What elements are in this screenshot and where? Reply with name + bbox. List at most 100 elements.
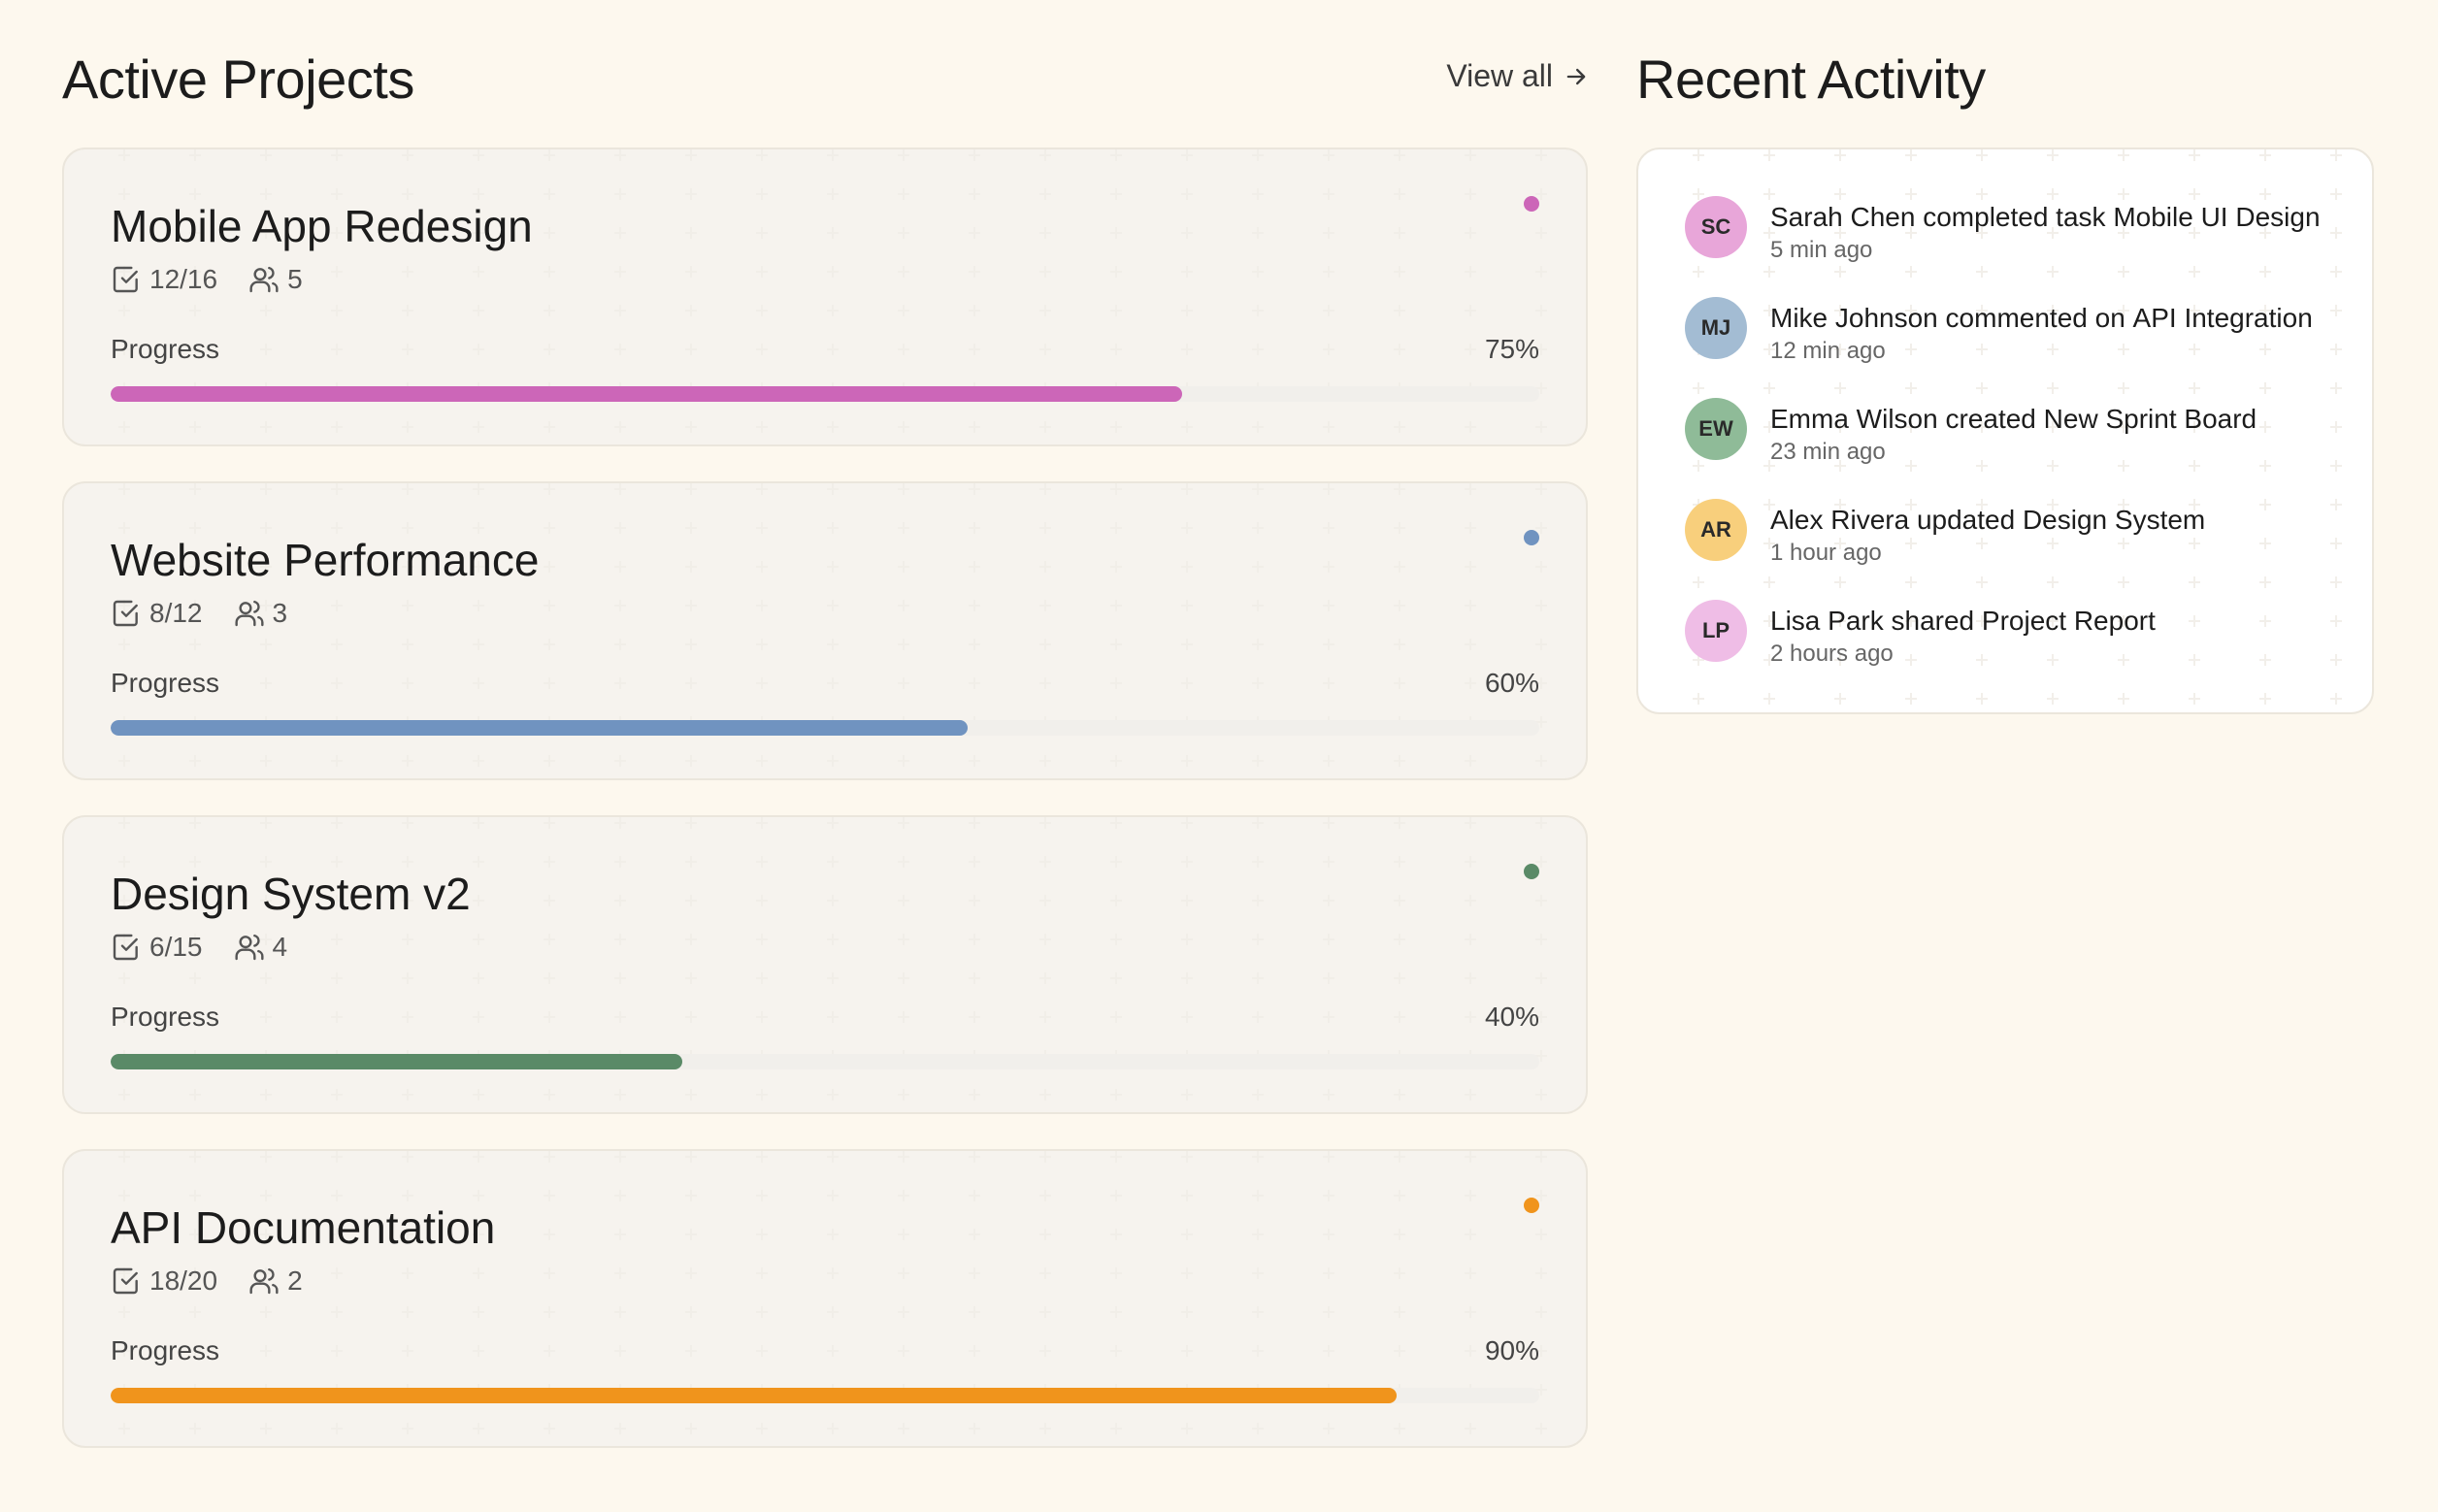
activity-action: created bbox=[1945, 404, 2036, 434]
activity-item[interactable]: MJ Mike Johnson commented on API Integra… bbox=[1685, 297, 2313, 367]
avatar: MJ bbox=[1685, 297, 1747, 359]
progress-label: Progress bbox=[111, 334, 220, 364]
activity-text: Lisa Park shared Project Report 2 hours … bbox=[1770, 600, 2156, 670]
projects-title: Active Projects bbox=[62, 49, 414, 110]
member-count: 2 bbox=[248, 1265, 303, 1297]
activity-actor: Lisa Park bbox=[1770, 606, 1884, 636]
member-count: 5 bbox=[248, 264, 303, 295]
activity-target: New Sprint Board bbox=[2043, 404, 2257, 434]
activity-actor: Alex Rivera bbox=[1770, 505, 1910, 535]
activity-text: Mike Johnson commented on API Integratio… bbox=[1770, 297, 2313, 367]
projects-header: Active Projects View all bbox=[62, 45, 1590, 115]
project-name: Design System v2 bbox=[111, 869, 471, 919]
member-count-value: 5 bbox=[287, 264, 303, 294]
activity-text: Sarah Chen completed task Mobile UI Desi… bbox=[1770, 196, 2321, 266]
activity-item[interactable]: SC Sarah Chen completed task Mobile UI D… bbox=[1685, 196, 2321, 266]
activity-target: API Integration bbox=[2132, 303, 2313, 333]
progress-track bbox=[111, 386, 1539, 402]
activity-line: Sarah Chen completed task Mobile UI Desi… bbox=[1770, 200, 2321, 235]
progress-percent: 75% bbox=[1484, 334, 1539, 364]
checkbox-icon bbox=[113, 266, 138, 293]
activity-line: Alex Rivera updated Design System bbox=[1770, 503, 2205, 538]
project-meta: 12/16 5 bbox=[111, 264, 303, 295]
activity-text: Emma Wilson created New Sprint Board 23 … bbox=[1770, 398, 2257, 468]
activity-item[interactable]: AR Alex Rivera updated Design System 1 h… bbox=[1685, 499, 2205, 569]
status-dot bbox=[1524, 1198, 1539, 1213]
project-name: Mobile App Redesign bbox=[111, 201, 533, 251]
member-count-value: 4 bbox=[272, 932, 288, 962]
checkbox-icon bbox=[113, 1267, 138, 1295]
activity-time: 23 min ago bbox=[1770, 439, 1886, 465]
project-meta: 6/15 4 bbox=[111, 932, 287, 963]
progress-label: Progress bbox=[111, 1335, 220, 1365]
activity-action: updated bbox=[1916, 505, 2016, 535]
activity-target: Mobile UI Design bbox=[2113, 202, 2321, 232]
arrow-right-icon bbox=[1566, 68, 1586, 84]
avatar-initials: MJ bbox=[1700, 315, 1731, 340]
task-count-value: 18/20 bbox=[149, 1265, 218, 1296]
activity-target: Design System bbox=[2022, 505, 2206, 535]
progress-track bbox=[111, 1388, 1539, 1403]
task-count-value: 12/16 bbox=[149, 264, 218, 294]
activity-text: Alex Rivera updated Design System 1 hour… bbox=[1770, 499, 2205, 569]
users-icon bbox=[234, 600, 264, 627]
member-count: 4 bbox=[234, 932, 288, 963]
activity-action: shared bbox=[1891, 606, 1975, 636]
progress-track bbox=[111, 720, 1539, 736]
avatar-initials: SC bbox=[1700, 214, 1731, 239]
avatar-initials: LP bbox=[1701, 618, 1730, 642]
activity-actor: Emma Wilson bbox=[1770, 404, 1938, 434]
member-count: 3 bbox=[234, 598, 288, 629]
activity-action: completed task bbox=[1923, 202, 2106, 232]
avatar-initials: EW bbox=[1698, 416, 1733, 441]
project-card[interactable]: Website Performance 8/12 3 Progress 60% bbox=[62, 481, 1588, 780]
project-name: API Documentation bbox=[111, 1202, 496, 1253]
progress-percent: 90% bbox=[1484, 1335, 1539, 1365]
progress-percent: 40% bbox=[1484, 1002, 1539, 1032]
avatar-initials: AR bbox=[1700, 517, 1731, 542]
progress-percent: 60% bbox=[1484, 668, 1539, 698]
activity-line: Emma Wilson created New Sprint Board bbox=[1770, 402, 2257, 437]
progress-label: Progress bbox=[111, 668, 220, 698]
task-count: 12/16 bbox=[111, 264, 217, 295]
task-count: 6/15 bbox=[111, 932, 203, 963]
member-count-value: 3 bbox=[272, 598, 288, 628]
activity-time: 12 min ago bbox=[1770, 338, 1886, 364]
activity-title: Recent Activity bbox=[1636, 49, 1986, 110]
progress-track bbox=[111, 1054, 1539, 1069]
status-dot bbox=[1524, 530, 1539, 545]
project-card[interactable]: API Documentation 18/20 2 Progress 90% bbox=[62, 1149, 1588, 1448]
task-count: 8/12 bbox=[111, 598, 203, 629]
checkbox-icon bbox=[113, 600, 138, 627]
member-count-value: 2 bbox=[287, 1265, 303, 1296]
users-icon bbox=[249, 1267, 279, 1295]
activity-time: 5 min ago bbox=[1770, 237, 1873, 263]
users-icon bbox=[249, 266, 279, 293]
progress-fill bbox=[111, 386, 1182, 402]
checkbox-icon bbox=[113, 934, 138, 961]
activity-time: 1 hour ago bbox=[1770, 540, 1882, 566]
view-all-link[interactable]: View all bbox=[1446, 58, 1590, 94]
project-card[interactable]: Design System v2 6/15 4 Progress 40% bbox=[62, 815, 1588, 1114]
avatar: AR bbox=[1685, 499, 1747, 561]
activity-actor: Sarah Chen bbox=[1770, 202, 1916, 232]
activity-item[interactable]: LP Lisa Park shared Project Report 2 hou… bbox=[1685, 600, 2156, 670]
task-count: 18/20 bbox=[111, 1265, 217, 1297]
activity-item[interactable]: EW Emma Wilson created New Sprint Board … bbox=[1685, 398, 2257, 468]
project-name: Website Performance bbox=[111, 535, 540, 585]
progress-label: Progress bbox=[111, 1002, 220, 1032]
activity-target: Project Report bbox=[1981, 606, 2156, 636]
activity-line: Lisa Park shared Project Report bbox=[1770, 604, 2156, 639]
progress-fill bbox=[111, 1388, 1397, 1403]
activity-time: 2 hours ago bbox=[1770, 641, 1894, 667]
view-all-label: View all bbox=[1446, 58, 1553, 93]
users-icon bbox=[234, 934, 264, 961]
project-card[interactable]: Mobile App Redesign 12/16 5 Progress 75% bbox=[62, 148, 1588, 446]
project-meta: 8/12 3 bbox=[111, 598, 287, 629]
activity-actor: Mike Johnson bbox=[1770, 303, 1938, 333]
avatar: LP bbox=[1685, 600, 1747, 662]
project-meta: 18/20 2 bbox=[111, 1265, 303, 1297]
task-count-value: 6/15 bbox=[149, 932, 203, 962]
status-dot bbox=[1524, 864, 1539, 879]
